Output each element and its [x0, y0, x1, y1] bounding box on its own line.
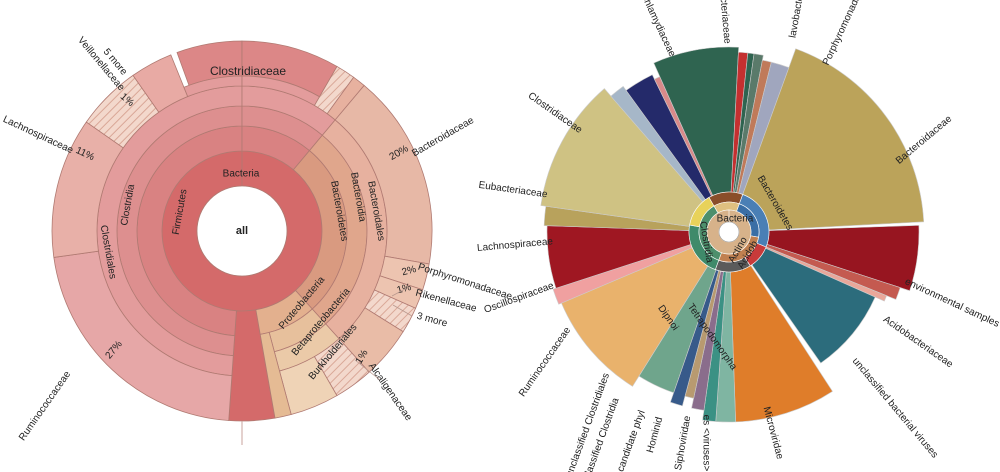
leaf-label-hominidae: Hominid	[645, 416, 665, 454]
leaf-label-siphoviridae: Siphoviridae	[673, 415, 693, 472]
center-label-bacteria: Bacteria	[717, 214, 754, 225]
center-hole[interactable]	[718, 221, 740, 243]
leader-line	[391, 288, 406, 297]
leaf-label-eubacteriaceae: Eubacteriaceae	[478, 180, 549, 201]
center-hole[interactable]	[196, 185, 288, 277]
leaf-label-porphyromonadaceae: Porphyromonada	[821, 0, 864, 67]
leaf-label-bacteroidaceae: Bacteroidaceae	[894, 113, 955, 166]
leaf-label-lachnospiraceae: Lachnospiraceae	[1, 114, 75, 156]
leaf-label-3-more: 3 more	[416, 311, 449, 330]
left-sunburst	[51, 40, 433, 445]
leaf-label-ruminococcaceae: Ruminococcaceae	[517, 325, 573, 399]
leaf-label-acidobacteriaceae: Acidobacteriaceae	[881, 314, 955, 370]
leaf-label-flavobacteriaceae: lavobacteri	[788, 0, 807, 39]
leaf-label-pasteurellaceae: acteriaceae	[717, 0, 733, 45]
leaf-label-unclassified-bacterial-viruses: unclassified bacterial viruses	[850, 356, 940, 461]
leaf-label-bacteroidaceae: Bacteroidaceae	[410, 115, 476, 159]
leaf-label-alcaligenaceae: Alcaligenaceae	[366, 361, 414, 423]
leaf-proteo-hatch[interactable]	[313, 338, 370, 397]
leaf-label-environmental-samples: environmental samples	[903, 276, 1000, 329]
leaf-label-rikenellaceae: Rikenellaceae	[414, 288, 478, 315]
sector-proteo-rest[interactable]	[259, 331, 292, 419]
center-label: all	[236, 225, 248, 237]
leaf-pct-porphyromonadaceae: 2%	[401, 264, 418, 278]
leaf-label-chlamydiaceae: Chlamydiaceae	[638, 0, 677, 59]
leaf-label-clostridiaceae: Clostridiaceae	[526, 90, 585, 136]
right-sunburst	[540, 46, 925, 423]
leaf-label-lachnospiraceae: Lachnospiraceae	[477, 236, 554, 254]
leaf-label-viruses: es <viruses>	[700, 415, 711, 472]
leader-line	[354, 359, 381, 381]
label-clostridiaceae: Clostridiaceae	[210, 64, 286, 78]
label-bacteria: Bacteria	[223, 169, 260, 180]
leader-line	[392, 304, 413, 317]
leaf-label-candidate-phyla: a candidate phyl	[613, 409, 648, 472]
leaf-label-ruminococcaceae: Ruminococcaceae	[17, 369, 73, 443]
